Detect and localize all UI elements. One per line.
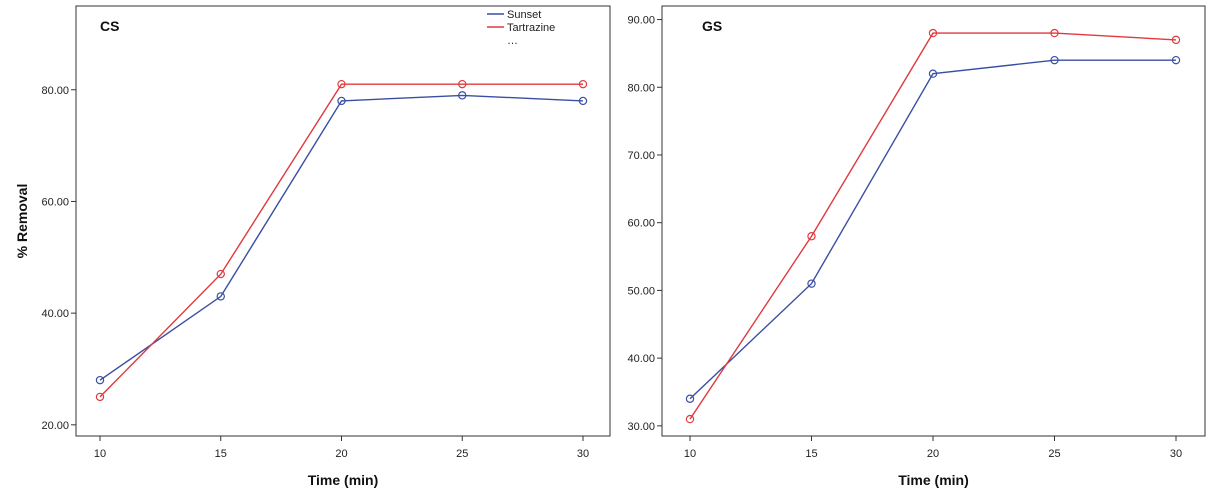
x-tick-label: 15 <box>215 448 227 460</box>
x-tick-label: 20 <box>927 448 939 460</box>
data-point-tartrazine <box>1050 28 1059 38</box>
y-tick-label: 40.00 <box>627 353 655 365</box>
x-tick-label: 20 <box>335 448 347 460</box>
y-tick-label: 60.00 <box>627 218 655 230</box>
data-point-sunset <box>337 96 346 106</box>
legend-label: Tartrazine <box>507 22 555 34</box>
x-tick-label: 30 <box>1170 448 1182 460</box>
data-point-sunset <box>216 292 225 301</box>
data-point-tartrazine <box>458 79 467 89</box>
x-axis-title: Time (min) <box>898 472 969 488</box>
data-point-sunset <box>928 69 938 78</box>
x-tick-label: 10 <box>94 448 106 460</box>
x-axis-title: Time (min) <box>308 472 379 488</box>
series-line-sunset <box>689 59 1176 400</box>
series-line-tartrazine <box>99 83 583 398</box>
y-tick-label: 20.00 <box>41 420 69 432</box>
data-point-sunset <box>807 279 816 288</box>
x-tick-label: 25 <box>456 448 468 460</box>
data-point-tartrazine <box>1171 35 1181 45</box>
y-tick-label: 60.00 <box>41 196 69 208</box>
legend-label: Sunset <box>507 9 541 21</box>
y-tick-label: 30.00 <box>627 421 655 433</box>
legend-more: … <box>507 35 518 47</box>
x-tick-label: 30 <box>577 448 589 460</box>
series-line-tartrazine <box>689 32 1177 420</box>
data-point-sunset <box>578 96 588 106</box>
data-point-tartrazine <box>578 79 588 89</box>
plot-frame <box>75 5 611 437</box>
panel-title: CS <box>100 18 119 34</box>
data-point-tartrazine <box>807 232 816 241</box>
y-tick-label: 70.00 <box>627 150 655 162</box>
data-point-sunset <box>1050 55 1059 65</box>
legend: SunsetTartrazine… <box>487 9 555 47</box>
x-tick-label: 10 <box>684 448 696 460</box>
y-tick-label: 80.00 <box>627 82 655 94</box>
y-tick-label: 50.00 <box>627 285 655 297</box>
data-point-sunset <box>95 375 105 385</box>
panel-gs: GS 30.00 40.00 50.00 60.00 70.00 80.00 90.00 10 1… <box>627 5 1206 488</box>
data-point-tartrazine <box>928 28 938 38</box>
data-point-tartrazine <box>337 79 346 89</box>
data-point-sunset <box>685 394 695 403</box>
data-point-sunset <box>458 91 467 100</box>
series-line-sunset <box>99 94 584 381</box>
x-tick-label: 25 <box>1048 448 1060 460</box>
y-tick-label: 40.00 <box>41 308 69 320</box>
x-tick-label: 15 <box>805 448 817 460</box>
y-tick-label: 90.00 <box>627 15 655 27</box>
data-point-tartrazine <box>95 392 105 402</box>
data-point-sunset <box>1171 55 1181 65</box>
y-tick-label: 80.00 <box>41 85 69 97</box>
data-point-tartrazine <box>685 414 695 424</box>
y-axis-title: % Removal <box>14 184 30 259</box>
panel-cs: CS 20.00 40.00 60.00 80.00 10 15 20 25 30 Time (mi… <box>41 5 611 488</box>
panel-title: GS <box>702 18 722 34</box>
data-point-tartrazine <box>216 269 225 279</box>
